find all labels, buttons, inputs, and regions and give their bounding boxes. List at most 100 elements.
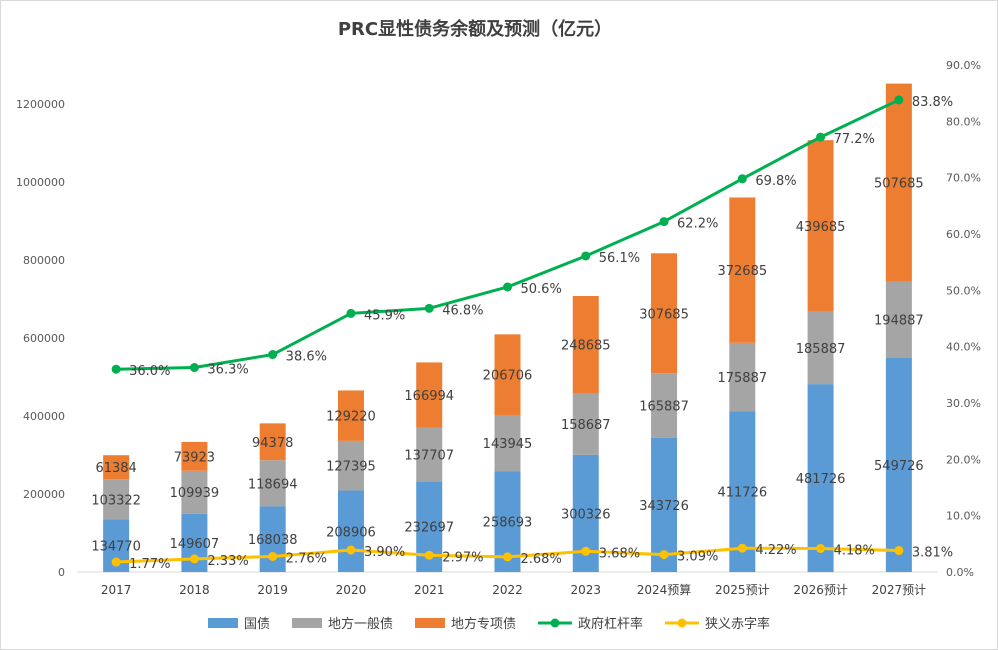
line-point-label: 36.0% <box>129 364 170 379</box>
right-tick-label: 20.0% <box>946 453 981 466</box>
line-point-label: 3.81% <box>912 546 953 561</box>
line-point <box>111 557 121 567</box>
line-point-label: 36.3% <box>207 363 248 378</box>
line-point-label: 77.2% <box>834 132 875 147</box>
bar-地方一般债 <box>494 414 521 472</box>
bar-地方一般债 <box>337 440 364 491</box>
bar-value-label: 185887 <box>796 342 846 357</box>
legend-swatch <box>415 618 445 628</box>
bar-value-label: 149607 <box>170 537 220 552</box>
bar-value-label: 300326 <box>561 507 611 522</box>
line-point-label: 2.33% <box>207 554 248 569</box>
x-axis-ticks: 2017 2018 2019 2020 2021 2022 2023 2024预算 2025预计… <box>101 582 926 597</box>
line-point-label: 45.9% <box>364 308 405 323</box>
x-tick-label: 2024预算 <box>637 582 692 597</box>
bar-value-label: 134770 <box>91 540 141 555</box>
line-point-label: 3.90% <box>364 545 405 560</box>
line-point-label: 2.68% <box>521 552 562 567</box>
right-y-axis: 0.0% 10.0% 20.0% 30.0% 40.0% 50.0% 60.0% 70.0% 8… <box>946 59 981 579</box>
x-tick-label: 2027预计 <box>872 583 927 597</box>
line-point-label: 50.6% <box>521 282 562 297</box>
bar-value-label: 372685 <box>717 264 767 279</box>
line-point-label: 62.2% <box>677 217 718 232</box>
line-point <box>581 546 591 556</box>
bar-地方专项债 <box>103 455 130 480</box>
bar-地方专项债 <box>729 197 756 343</box>
bar-地方一般债 <box>103 479 130 520</box>
bar-国债 <box>337 490 364 572</box>
line-point <box>894 546 904 556</box>
right-tick-label: 10.0% <box>946 510 981 523</box>
right-tick-label: 40.0% <box>946 341 981 354</box>
bar-国债 <box>259 506 286 572</box>
x-tick-label: 2017 <box>101 583 132 597</box>
bar-value-label: 258693 <box>483 516 533 531</box>
line-point <box>581 251 591 261</box>
bar-地方一般债 <box>416 427 443 482</box>
legend-label: 狭义赤字率 <box>705 616 770 632</box>
left-tick-label: 800000 <box>23 254 65 267</box>
line-point-label: 4.22% <box>755 543 796 558</box>
bar-地方一般债 <box>572 392 599 455</box>
legend-label: 地方专项债 <box>451 616 516 632</box>
legend: 国债 地方一般债 地方专项债 政府杠杆率 狭义赤字率 <box>208 616 770 632</box>
line-point <box>111 364 121 374</box>
bar-value-label: 194887 <box>874 314 924 329</box>
line-point <box>503 552 512 562</box>
line-point <box>503 282 512 292</box>
right-tick-label: 60.0% <box>946 228 981 241</box>
right-tick-label: 90.0% <box>946 59 981 72</box>
line-point <box>737 174 747 184</box>
bar-value-label: 165887 <box>639 400 689 415</box>
bar-value-label: 439685 <box>796 220 846 235</box>
bar-value-label: 61384 <box>95 461 136 476</box>
bar-地方专项债 <box>494 334 521 415</box>
bar-value-label: 206706 <box>483 369 533 384</box>
x-tick-label: 2026预计 <box>793 583 848 597</box>
bar-value-label: 129220 <box>326 410 376 425</box>
line-point <box>816 132 826 142</box>
bar-value-label: 103322 <box>91 493 141 508</box>
bar-value-label: 481726 <box>796 472 846 487</box>
legend-label: 地方一般债 <box>328 616 393 632</box>
x-tick-label: 2020 <box>336 583 367 597</box>
line-point-label: 69.8% <box>755 174 796 189</box>
bar-series: 134770 103322 61384 149607 109939 73923 168038… <box>91 83 924 572</box>
bar-value-label: 411726 <box>717 486 767 501</box>
line-point-label: 2.97% <box>442 550 483 565</box>
bar-value-label: 118694 <box>248 477 298 492</box>
left-tick-label: 1200000 <box>16 98 65 111</box>
bar-地方专项债 <box>181 441 208 471</box>
bar-地方一般债 <box>181 470 208 514</box>
bar-value-label: 166994 <box>404 389 454 404</box>
line-point-label: 2.76% <box>286 551 327 566</box>
bar-value-label: 73923 <box>174 450 215 465</box>
line-point <box>816 543 826 553</box>
line-point <box>346 308 356 318</box>
bar-value-label: 507685 <box>874 177 924 192</box>
legend-label: 政府杠杆率 <box>578 616 643 632</box>
line-point-label: 1.77% <box>129 557 170 572</box>
bar-value-label: 248685 <box>561 338 611 353</box>
line-point-label: 4.18% <box>834 543 875 558</box>
right-tick-label: 30.0% <box>946 397 981 410</box>
line-point-label: 3.09% <box>677 550 718 565</box>
line-point-label: 83.8% <box>912 95 953 110</box>
left-tick-label: 1000000 <box>16 176 65 189</box>
line-point <box>268 551 278 561</box>
bar-value-label: 343726 <box>639 499 689 514</box>
x-tick-label: 2021 <box>414 583 445 597</box>
bar-value-label: 94378 <box>252 436 293 451</box>
right-tick-label: 0.0% <box>946 566 974 579</box>
chart-title: PRC显性债务余额及预测（亿元） <box>338 18 612 40</box>
right-tick-label: 50.0% <box>946 284 981 297</box>
x-tick-label: 2019 <box>257 583 288 597</box>
legend-label: 国债 <box>244 617 270 632</box>
line-point <box>189 554 199 564</box>
bar-value-label: 549726 <box>874 459 924 474</box>
line-point <box>894 95 904 105</box>
bar-value-label: 208906 <box>326 525 376 540</box>
line-point <box>659 217 669 227</box>
legend-swatch <box>208 618 238 628</box>
bar-value-label: 307685 <box>639 307 689 322</box>
